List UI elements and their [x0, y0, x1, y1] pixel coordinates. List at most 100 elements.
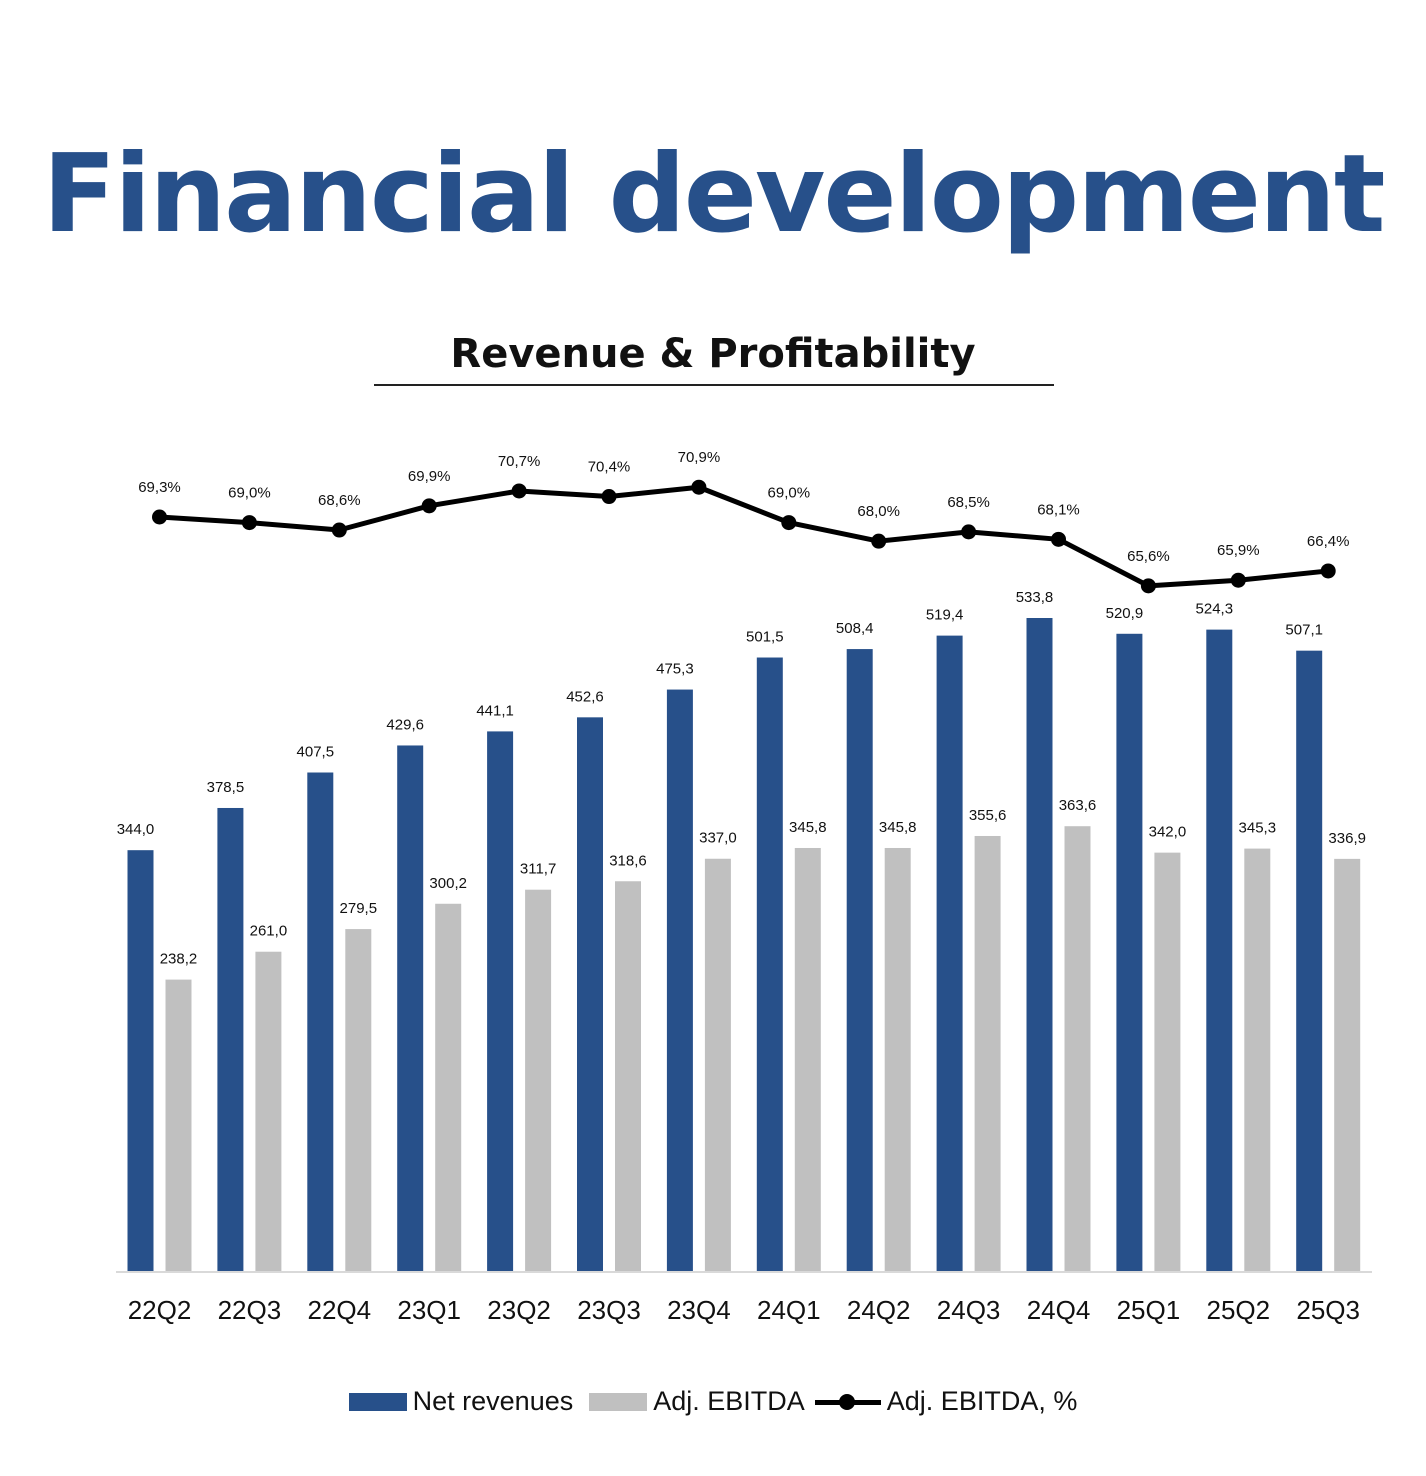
- x-tick-24Q2: 24Q2: [847, 1295, 911, 1325]
- label-net-revenues-25Q2: 524,3: [1196, 601, 1234, 618]
- point-adj-ebitda-pct-25Q2: [1230, 572, 1246, 588]
- legend-item-adj-ebitda-pct: Adj. EBITDA, %: [814, 1386, 1078, 1417]
- bar-net-revenues-22Q2: [127, 850, 154, 1271]
- label-net-revenues-24Q1: 501,5: [746, 629, 784, 646]
- bar-adj-ebitda-25Q2: [1244, 848, 1271, 1271]
- x-tick-25Q1: 25Q1: [1117, 1295, 1181, 1325]
- label-adj-ebitda-24Q2: 345,8: [879, 819, 917, 836]
- bar-adj-ebitda-24Q4: [1064, 826, 1091, 1271]
- point-adj-ebitda-pct-25Q1: [1140, 578, 1156, 594]
- label-adj-ebitda-pct-22Q3: 69,0%: [228, 485, 271, 502]
- bar-adj-ebitda-23Q2: [525, 889, 552, 1271]
- label-adj-ebitda-pct-22Q2: 69,3%: [138, 479, 181, 496]
- bar-net-revenues-24Q3: [936, 635, 963, 1271]
- label-adj-ebitda-24Q1: 345,8: [789, 819, 827, 836]
- legend-swatch-net-revenues: [348, 1392, 407, 1411]
- label-net-revenues-24Q4: 533,8: [1016, 589, 1054, 606]
- label-net-revenues-25Q3: 507,1: [1285, 622, 1323, 639]
- label-adj-ebitda-23Q2: 311,7: [520, 861, 556, 878]
- label-adj-ebitda-25Q2: 345,3: [1239, 820, 1277, 837]
- bar-adj-ebitda-23Q3: [615, 881, 641, 1271]
- point-adj-ebitda-pct-23Q3: [601, 489, 617, 505]
- label-net-revenues-23Q3: 452,6: [566, 688, 604, 705]
- label-net-revenues-22Q4: 407,5: [297, 744, 335, 761]
- label-net-revenues-24Q3: 519,4: [926, 607, 964, 624]
- page-title: Financial development: [42, 132, 1385, 257]
- x-tick-labels: 22Q2 22Q3 22Q4 23Q1 23Q2 23Q3 23Q4 24Q1 24Q2 24Q3…: [128, 1295, 1360, 1325]
- label-net-revenues-25Q1: 520,9: [1106, 605, 1144, 622]
- label-adj-ebitda-24Q4: 363,6: [1059, 797, 1097, 814]
- label-adj-ebitda-pct-23Q1: 69,9%: [408, 468, 451, 485]
- label-adj-ebitda-23Q1: 300,2: [429, 875, 467, 892]
- label-adj-ebitda-22Q3: 261,0: [250, 923, 288, 940]
- bars-layer: [127, 618, 1361, 1271]
- bar-adj-ebitda-24Q1: [794, 847, 821, 1271]
- label-net-revenues-22Q2: 344,0: [117, 821, 155, 838]
- title-underline: [374, 384, 1054, 386]
- x-tick-22Q4: 22Q4: [307, 1295, 371, 1325]
- line-adj-ebitda-pct: [159, 484, 1329, 589]
- legend: Net revenues Adj. EBITDA Adj. EBITDA, %: [0, 1386, 1426, 1417]
- x-tick-22Q3: 22Q3: [218, 1295, 282, 1325]
- legend-swatch-adj-ebitda: [589, 1392, 648, 1411]
- x-tick-25Q3: 25Q3: [1296, 1295, 1360, 1325]
- x-tick-23Q3: 23Q3: [577, 1295, 641, 1325]
- point-adj-ebitda-pct-22Q2: [152, 509, 167, 525]
- point-adj-ebitda-pct-24Q2: [871, 533, 887, 549]
- bar-adj-ebitda-24Q2: [884, 847, 911, 1271]
- bar-adj-ebitda-23Q4: [704, 858, 731, 1271]
- label-adj-ebitda-23Q4: 337,0: [699, 830, 737, 847]
- x-tick-25Q2: 25Q2: [1206, 1295, 1270, 1325]
- bar-net-revenues-23Q4: [666, 689, 693, 1271]
- point-adj-ebitda-pct-25Q3: [1320, 563, 1336, 579]
- point-adj-ebitda-pct-22Q3: [241, 515, 257, 531]
- bar-net-revenues-24Q2: [846, 649, 873, 1271]
- bar-net-revenues-24Q4: [1026, 618, 1053, 1271]
- label-adj-ebitda-25Q1: 342,0: [1149, 824, 1187, 841]
- legend-label-adj-ebitda-pct: Adj. EBITDA, %: [886, 1386, 1078, 1416]
- bar-net-revenues-25Q2: [1206, 629, 1233, 1271]
- label-net-revenues-24Q2: 508,4: [836, 620, 874, 637]
- labels-layer: 344,0 238,2 378,5 261,0 407,5 279,5 429,6 300,2…: [117, 449, 1366, 967]
- legend-item-adj-ebitda: Adj. EBITDA: [589, 1386, 805, 1417]
- line-layer: [152, 479, 1336, 594]
- label-adj-ebitda-pct-24Q3: 68,5%: [947, 494, 990, 511]
- chart-title: Revenue & Profitability: [450, 331, 976, 377]
- label-net-revenues-22Q3: 378,5: [207, 779, 245, 796]
- legend-label-adj-ebitda: Adj. EBITDA: [653, 1386, 805, 1416]
- label-adj-ebitda-pct-23Q4: 70,9%: [678, 449, 721, 466]
- label-adj-ebitda-25Q3: 336,9: [1328, 830, 1366, 847]
- label-net-revenues-23Q1: 429,6: [386, 716, 424, 733]
- point-adj-ebitda-pct-22Q4: [331, 522, 347, 538]
- legend-label-net-revenues: Net revenues: [412, 1386, 574, 1416]
- bar-net-revenues-23Q2: [487, 731, 514, 1271]
- bar-net-revenues-23Q1: [397, 745, 424, 1271]
- x-tick-24Q3: 24Q3: [937, 1295, 1001, 1325]
- label-adj-ebitda-pct-23Q3: 70,4%: [588, 459, 631, 476]
- bar-net-revenues-24Q1: [756, 657, 783, 1271]
- bar-adj-ebitda-25Q3: [1334, 858, 1361, 1271]
- bar-adj-ebitda-22Q4: [345, 929, 372, 1271]
- bar-net-revenues-22Q4: [307, 772, 334, 1271]
- x-tick-24Q4: 24Q4: [1027, 1295, 1091, 1325]
- bar-net-revenues-23Q3: [577, 717, 603, 1271]
- label-adj-ebitda-pct-25Q2: 65,9%: [1217, 542, 1260, 559]
- label-net-revenues-23Q4: 475,3: [656, 661, 694, 678]
- point-adj-ebitda-pct-23Q4: [691, 479, 707, 495]
- bar-net-revenues-22Q3: [217, 807, 244, 1271]
- label-adj-ebitda-22Q2: 238,2: [160, 951, 198, 968]
- x-tick-23Q4: 23Q4: [667, 1295, 731, 1325]
- x-tick-24Q1: 24Q1: [757, 1295, 821, 1325]
- label-adj-ebitda-22Q4: 279,5: [340, 900, 378, 917]
- label-adj-ebitda-23Q3: 318,6: [609, 852, 647, 869]
- bar-adj-ebitda-24Q3: [974, 835, 1001, 1271]
- label-adj-ebitda-pct-23Q2: 70,7%: [498, 453, 541, 470]
- bar-adj-ebitda-22Q3: [255, 951, 282, 1271]
- legend-item-net-revenues: Net revenues: [348, 1386, 574, 1417]
- label-adj-ebitda-pct-24Q2: 68,0%: [857, 503, 900, 520]
- legend-line-marker-icon: [814, 1393, 881, 1411]
- point-adj-ebitda-pct-24Q3: [961, 524, 977, 540]
- bar-adj-ebitda-22Q2: [165, 979, 192, 1271]
- bar-net-revenues-25Q3: [1296, 650, 1323, 1271]
